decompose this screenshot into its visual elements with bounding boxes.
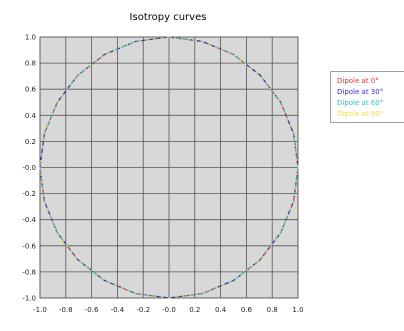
x-tick-label: -0.8: [59, 306, 73, 314]
y-tick-label: 1.0: [25, 34, 36, 42]
y-tick-label: 0.8: [25, 60, 36, 68]
legend: Dipole at 0° Dipole at 30° Dipole at 60°…: [330, 71, 404, 123]
y-tick-label: -1.0: [22, 295, 36, 303]
x-tick-label: -0.6: [85, 306, 99, 314]
series-line: [39, 36, 299, 299]
chart-title: Isotropy curves: [130, 12, 207, 23]
y-tick-label: -0.2: [22, 190, 36, 198]
grid-lines: [39, 36, 299, 299]
x-axis-ticks: -1.0 -0.8 -0.6 -0.4 -0.2 -0.0 0.2 0.4 0.6 0.8 1.0: [33, 306, 303, 314]
x-tick-label: 0.4: [215, 306, 227, 314]
legend-entry-dipole-60: Dipole at 60°: [337, 99, 384, 107]
y-axis-ticks: 1.0 0.8 0.6 0.4 0.2 -0.0 -0.2 -0.4 -0.6 -0.8 -1.0: [22, 34, 36, 303]
x-tick-label: 1.0: [292, 306, 303, 314]
x-tick-label: -0.2: [136, 306, 150, 314]
y-tick-label: 0.6: [25, 86, 37, 94]
y-tick-label: 0.4: [25, 112, 37, 120]
x-tick-label: 0.2: [189, 306, 200, 314]
legend-entry-dipole-90: Dipole at 90°: [337, 110, 384, 118]
x-tick-label: -0.4: [111, 306, 125, 314]
y-tick-label: -0.0: [22, 164, 36, 172]
x-tick-label: -1.0: [33, 306, 47, 314]
y-tick-label: -0.8: [22, 268, 36, 276]
legend-entry-dipole-30: Dipole at 30°: [337, 88, 384, 96]
y-tick-label: 0.2: [25, 138, 36, 146]
x-tick-label: -0.0: [162, 306, 176, 314]
y-tick-label: -0.4: [22, 216, 36, 224]
legend-entry-dipole-0: Dipole at 0°: [337, 77, 379, 85]
series-lines: [39, 36, 299, 299]
y-tick-label: -0.6: [22, 242, 36, 250]
x-tick-label: 0.6: [241, 306, 253, 314]
x-tick-label: 0.8: [267, 306, 278, 314]
